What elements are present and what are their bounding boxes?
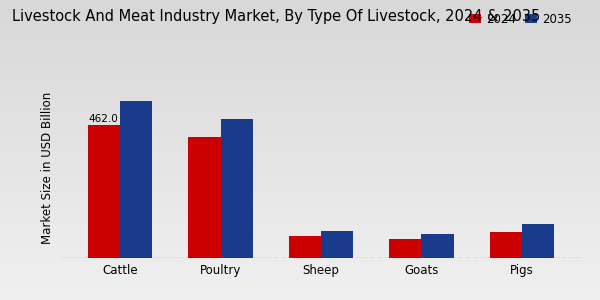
Text: 462.0: 462.0 xyxy=(88,114,118,124)
Bar xyxy=(389,239,421,258)
Bar xyxy=(490,232,522,258)
Bar xyxy=(188,137,221,258)
Bar xyxy=(421,234,454,258)
Bar xyxy=(321,231,353,258)
Bar xyxy=(289,236,321,258)
Bar xyxy=(522,224,554,258)
Legend: 2024, 2035: 2024, 2035 xyxy=(464,8,576,31)
Y-axis label: Market Size in USD Billion: Market Size in USD Billion xyxy=(41,92,55,244)
Bar xyxy=(221,119,253,258)
Bar xyxy=(120,101,152,258)
Text: Livestock And Meat Industry Market, By Type Of Livestock, 2024 & 2035: Livestock And Meat Industry Market, By T… xyxy=(12,9,540,24)
Bar xyxy=(88,125,120,258)
